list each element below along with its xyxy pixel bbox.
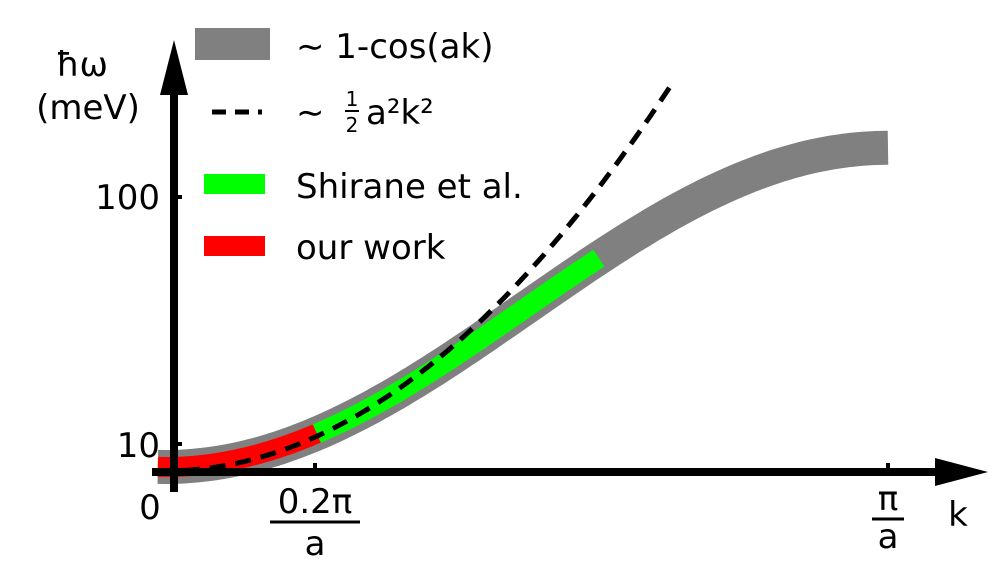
legend-label-parabola-prefix: ∼ bbox=[296, 93, 325, 133]
y-axis-label-unit: (meV) bbox=[36, 88, 140, 128]
legend-label-our-work: our work bbox=[296, 228, 446, 268]
legend-label-cos: ∼ 1-cos(ak) bbox=[296, 27, 493, 67]
legend-label-parabola-frac-den: 2 bbox=[346, 113, 359, 137]
x-tick-label-0.2pi-denominator: a bbox=[305, 524, 326, 564]
y-axis-label-symbol: ħω bbox=[56, 45, 108, 85]
legend-label-parabola-frac-num: 1 bbox=[346, 87, 359, 111]
legend-label-parabola-rest: a²k² bbox=[366, 93, 434, 133]
y-tick-label-100: 100 bbox=[95, 178, 160, 218]
series-shirane-band bbox=[305, 249, 605, 446]
y-tick-label-10: 10 bbox=[117, 426, 160, 466]
x-axis-label: k bbox=[948, 495, 968, 535]
x-axis-arrow bbox=[935, 458, 988, 486]
series-parabola-dashed bbox=[157, 83, 674, 474]
legend-swatch-shirane bbox=[204, 174, 265, 194]
series-our-work-band bbox=[157, 424, 321, 477]
x-tick-label-pi-numerator: π bbox=[878, 479, 898, 519]
legend-swatch-our-work bbox=[204, 236, 265, 256]
curves-layer bbox=[157, 83, 889, 484]
y-axis-arrow bbox=[160, 40, 188, 95]
x-tick-label-0.2pi-numerator: 0.2π bbox=[278, 482, 353, 522]
legend: ∼ 1-cos(ak) ∼ 1 2 a²k² Shirane et al. ou… bbox=[195, 27, 523, 268]
legend-label-shirane: Shirane et al. bbox=[296, 167, 523, 207]
origin-label: 0 bbox=[139, 488, 161, 528]
x-tick-label-pi-denominator: a bbox=[878, 517, 899, 557]
legend-swatch-cos bbox=[195, 28, 270, 60]
